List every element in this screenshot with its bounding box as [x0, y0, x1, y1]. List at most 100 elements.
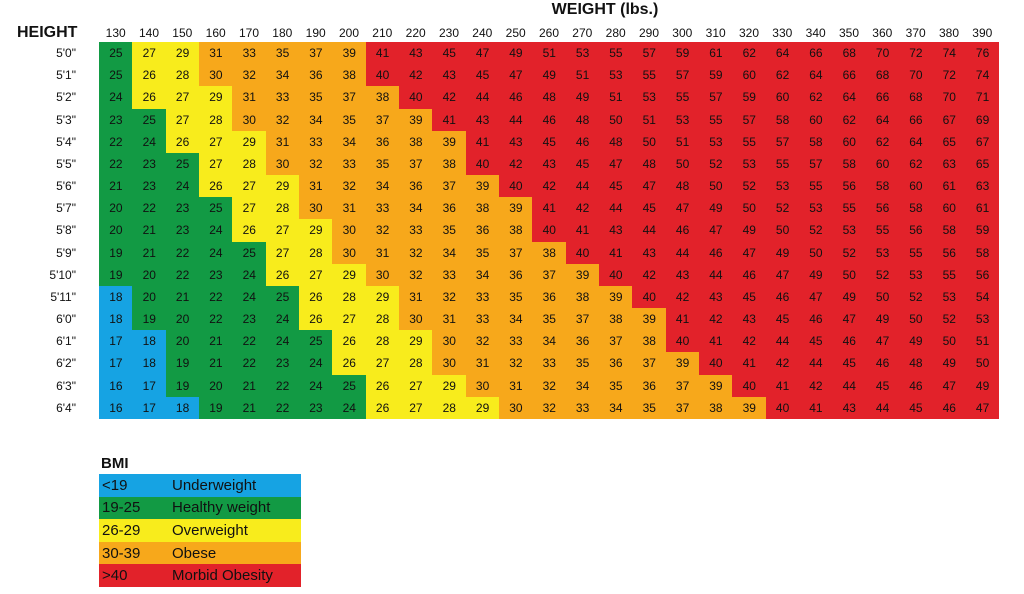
bmi-cell: 50	[932, 330, 967, 353]
bmi-cell: 26	[165, 130, 200, 154]
bmi-cell: 58	[932, 219, 967, 243]
bmi-cell: 40	[765, 396, 800, 420]
bmi-cell: 40	[499, 175, 533, 198]
bmi-cell: 40	[465, 152, 500, 176]
bmi-cell: 34	[599, 396, 633, 420]
bmi-cell: 41	[799, 396, 833, 420]
bmi-cell: 53	[799, 197, 833, 220]
bmi-cell: 24	[99, 86, 133, 110]
bmi-cell: 35	[432, 219, 467, 243]
bmi-cell: 29	[365, 285, 400, 309]
bmi-cell: 43	[432, 64, 467, 87]
bmi-cell: 24	[265, 330, 300, 353]
bmi-cell: 39	[399, 108, 433, 132]
bmi-cell: 36	[632, 374, 667, 398]
bmi-cell: 27	[399, 374, 433, 398]
bmi-cell: 39	[565, 263, 600, 287]
bmi-grid: 25 27 29 31 33 35 37 39 41 43 45 47 49 51 53 55 57 59 61 62…	[99, 42, 1000, 420]
bmi-cell: 27	[132, 42, 167, 65]
weight-label: 330	[772, 26, 793, 40]
bmi-cell: 28	[165, 64, 200, 87]
bmi-cell: 30	[465, 374, 500, 398]
bmi-cell: 26	[332, 330, 367, 353]
bmi-cell: 19	[165, 352, 200, 376]
legend-entry: >40 Morbid Obesity	[99, 564, 301, 587]
bmi-cell: 19	[199, 396, 233, 420]
bmi-cell: 59	[665, 42, 700, 65]
bmi-cell: 26	[332, 352, 367, 376]
weight-label: 190	[305, 26, 326, 40]
bmi-cell: 32	[232, 64, 267, 87]
bmi-cell: 53	[599, 64, 633, 87]
bmi-cell: 21	[132, 241, 167, 265]
bmi-cell: 36	[565, 330, 600, 353]
bmi-cell: 55	[699, 108, 733, 132]
bmi-cell: 18	[99, 308, 133, 331]
bmi-cell: 58	[865, 175, 900, 198]
bmi-cell: 42	[765, 352, 800, 376]
bmi-cell: 36	[599, 352, 633, 376]
bmi-cell: 37	[365, 108, 400, 132]
bmi-cell: 36	[399, 175, 433, 198]
bmi-cell: 45	[465, 64, 500, 87]
bmi-cell: 41	[699, 330, 733, 353]
bmi-cell: 21	[199, 330, 233, 353]
bmi-cell: 23	[132, 152, 167, 176]
bmi-cell: 34	[465, 263, 500, 287]
bmi-cell: 41	[465, 130, 500, 154]
bmi-cell: 31	[332, 197, 367, 220]
bmi-cell: 37	[499, 241, 533, 265]
bmi-cell: 45	[599, 175, 633, 198]
bmi-cell: 60	[899, 175, 933, 198]
bmi-cell: 22	[232, 352, 267, 376]
bmi-cell: 32	[399, 241, 433, 265]
bmi-cell: 67	[932, 108, 967, 132]
bmi-cell: 50	[665, 152, 700, 176]
bmi-cell: 34	[399, 197, 433, 220]
bmi-cell: 63	[932, 152, 967, 176]
bmi-cell: 39	[732, 396, 767, 420]
bmi-cell: 29	[165, 42, 200, 65]
weight-label: 350	[838, 26, 859, 40]
bmi-cell: 60	[832, 130, 867, 154]
bmi-cell: 55	[665, 86, 700, 110]
weight-label: 240	[472, 26, 493, 40]
bmi-cell: 21	[232, 374, 267, 398]
bmi-cell: 60	[732, 64, 767, 87]
bmi-cell: 27	[199, 152, 233, 176]
bmi-cell: 32	[299, 152, 333, 176]
bmi-cell: 41	[765, 374, 800, 398]
bmi-cell: 45	[565, 152, 600, 176]
bmi-cell: 30	[265, 152, 300, 176]
legend-range: 19-25	[102, 499, 141, 517]
bmi-cell: 27	[232, 197, 267, 220]
bmi-cell: 47	[499, 64, 533, 87]
bmi-cell: 33	[365, 197, 400, 220]
bmi-cell: 31	[299, 175, 333, 198]
bmi-cell: 43	[665, 263, 700, 287]
bmi-cell: 42	[565, 197, 600, 220]
bmi-cell: 51	[632, 108, 667, 132]
bmi-cell: 44	[799, 352, 833, 376]
weight-label: 140	[138, 26, 159, 40]
bmi-cell: 16	[99, 374, 133, 398]
bmi-cell: 29	[465, 396, 500, 420]
bmi-cell: 43	[832, 396, 867, 420]
bmi-cell: 20	[165, 308, 200, 331]
bmi-cell: 25	[232, 241, 267, 265]
bmi-cell: 32	[365, 219, 400, 243]
bmi-cell: 48	[665, 175, 700, 198]
bmi-cell: 46	[799, 308, 833, 331]
bmi-cell: 32	[499, 352, 533, 376]
bmi-cell: 57	[699, 86, 733, 110]
bmi-cell: 62	[832, 108, 867, 132]
bmi-cell: 20	[99, 219, 133, 243]
bmi-cell: 55	[932, 263, 967, 287]
bmi-cell: 59	[699, 64, 733, 87]
bmi-cell: 33	[432, 263, 467, 287]
bmi-cell: 63	[965, 175, 1000, 198]
bmi-cell: 49	[832, 285, 867, 309]
weight-label: 320	[738, 26, 759, 40]
bmi-cell: 30	[232, 108, 267, 132]
bmi-cell: 41	[532, 197, 567, 220]
